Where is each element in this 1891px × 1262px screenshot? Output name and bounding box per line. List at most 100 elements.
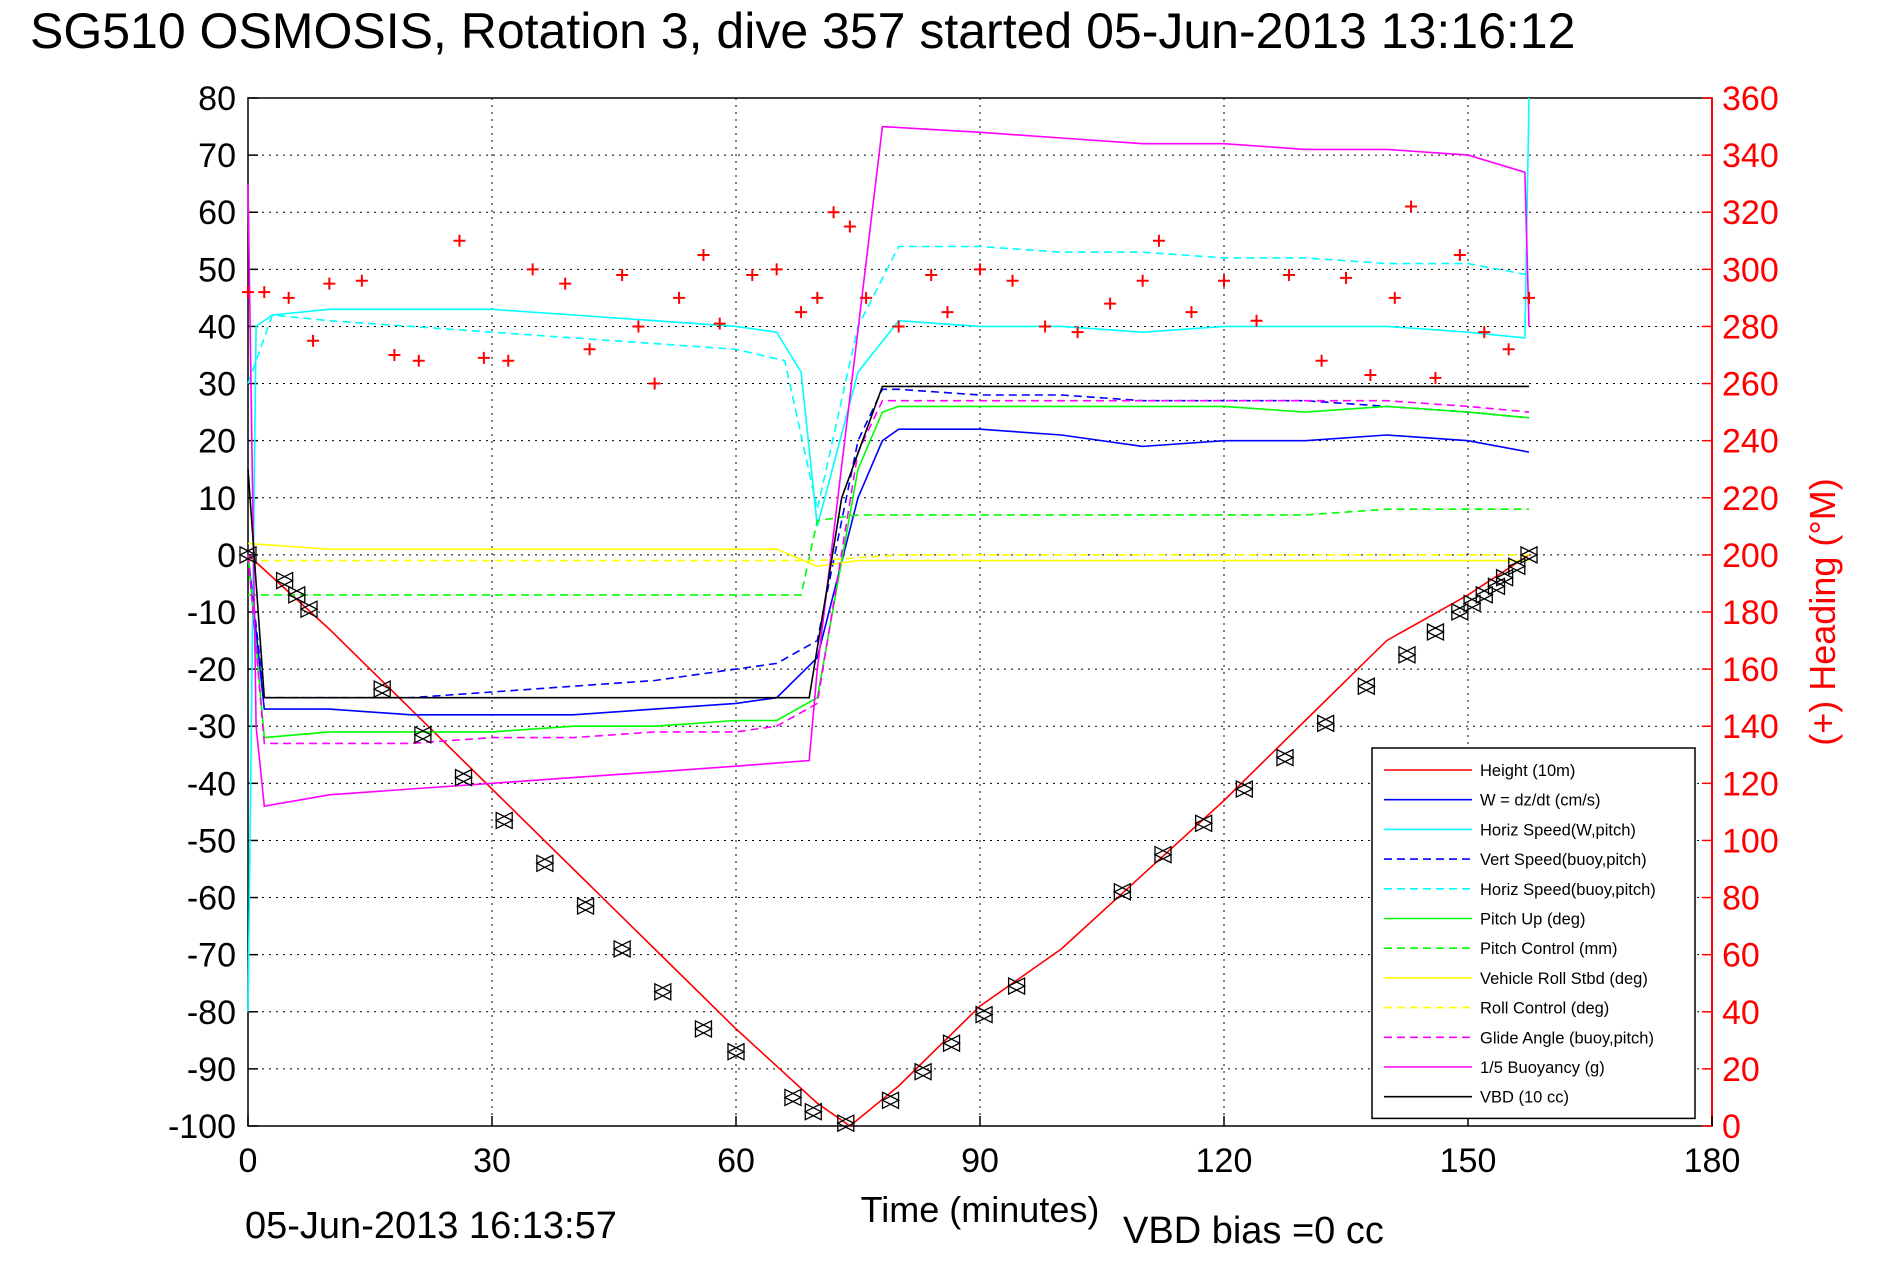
legend-label: Vehicle Roll Stbd (deg) bbox=[1480, 970, 1648, 988]
heading-point bbox=[1315, 354, 1328, 367]
heading-point bbox=[843, 220, 856, 233]
depth-marker bbox=[413, 725, 433, 744]
y2-tick-label: 280 bbox=[1722, 308, 1779, 346]
legend-item: Vert Speed(buoy,pitch) bbox=[1384, 851, 1647, 869]
y2-tick-label: 160 bbox=[1722, 651, 1779, 689]
heading-point bbox=[453, 234, 466, 247]
depth-marker bbox=[1275, 748, 1295, 767]
y2-tick-label: 220 bbox=[1722, 480, 1779, 518]
heading-point bbox=[1039, 320, 1052, 333]
series-heading bbox=[242, 200, 1535, 390]
heading-point bbox=[1283, 269, 1296, 282]
y2-tick-label: 300 bbox=[1722, 251, 1779, 289]
depth-marker bbox=[299, 600, 319, 619]
y2-tick-label: 140 bbox=[1722, 708, 1779, 746]
heading-point bbox=[713, 317, 726, 330]
y2-tick-label: 100 bbox=[1722, 822, 1779, 860]
footer-vbd-bias: VBD bias =0 cc bbox=[1123, 1210, 1384, 1252]
y-tick-label: 0 bbox=[217, 537, 236, 575]
heading-point bbox=[795, 306, 808, 319]
heading-point bbox=[974, 263, 986, 276]
depth-marker bbox=[803, 1102, 823, 1121]
y2-tick-label: 0 bbox=[1722, 1108, 1741, 1146]
heading-point bbox=[1364, 368, 1377, 381]
series-line-glide-angle-buoy-pitch bbox=[247, 399, 1530, 745]
heading-point bbox=[1071, 326, 1084, 339]
depth-marker bbox=[881, 1091, 900, 1110]
chart-title: SG510 OSMOSIS, Rotation 3, dive 357 star… bbox=[30, 3, 1576, 59]
depth-marker bbox=[1112, 882, 1132, 901]
heading-point bbox=[559, 277, 572, 290]
heading-point bbox=[258, 286, 271, 299]
markers-layer bbox=[238, 545, 1539, 1133]
depth-marker bbox=[535, 854, 555, 873]
legend-label: Height (10m) bbox=[1480, 762, 1575, 780]
depth-marker bbox=[1519, 545, 1539, 564]
y-tick-label: -70 bbox=[187, 937, 236, 975]
legend-item: Pitch Control (mm) bbox=[1384, 940, 1618, 958]
heading-point bbox=[307, 334, 320, 347]
legend: Height (10m) W = dz/dt (cm/s) Horiz Speed(… bbox=[1371, 747, 1696, 1120]
legend-label: Roll Control (deg) bbox=[1480, 1000, 1609, 1018]
x-tick-label: 30 bbox=[473, 1142, 511, 1180]
legend-item: W = dz/dt (cm/s) bbox=[1384, 792, 1601, 810]
heading-point bbox=[323, 277, 336, 290]
heading-point bbox=[355, 274, 368, 287]
depth-marker bbox=[726, 1042, 746, 1061]
legend-item: Glide Angle (buoy,pitch) bbox=[1384, 1029, 1654, 1047]
y2-tick-label: 240 bbox=[1722, 423, 1779, 461]
depth-marker bbox=[372, 680, 392, 699]
heading-point bbox=[1136, 274, 1149, 287]
depth-marker bbox=[612, 939, 632, 959]
heading-point bbox=[583, 343, 596, 356]
y-tick-label: -90 bbox=[187, 1051, 236, 1089]
heading-point bbox=[282, 291, 295, 304]
depth-marker bbox=[1426, 622, 1445, 642]
y2-tick-label: 260 bbox=[1722, 366, 1779, 404]
heading-point bbox=[632, 320, 645, 333]
legend-item: Roll Control (deg) bbox=[1384, 1000, 1609, 1018]
legend-label: Vert Speed(buoy,pitch) bbox=[1480, 851, 1647, 869]
y-tick-label: 70 bbox=[198, 137, 236, 175]
x-tick-label: 60 bbox=[717, 1142, 755, 1180]
x-tick-label: 120 bbox=[1196, 1142, 1253, 1180]
legend-label: Pitch Control (mm) bbox=[1480, 940, 1618, 958]
x-tick-label: 180 bbox=[1684, 1142, 1741, 1180]
depth-marker bbox=[1507, 557, 1527, 576]
depth-marker bbox=[494, 811, 514, 830]
y-tick-label: -60 bbox=[187, 880, 236, 918]
heading-point bbox=[502, 354, 515, 367]
depth-marker bbox=[942, 1034, 961, 1053]
y2-axis-label: (+) Heading (°M) bbox=[1802, 478, 1843, 745]
heading-point bbox=[1453, 249, 1466, 262]
series-line-vbd-10-cc bbox=[247, 385, 1529, 699]
y-tick-label: -100 bbox=[168, 1108, 236, 1146]
heading-point bbox=[1340, 271, 1352, 284]
heading-point bbox=[1388, 291, 1401, 304]
depth-marker bbox=[1194, 814, 1214, 833]
y2-tick-label: 80 bbox=[1722, 880, 1760, 918]
heading-point bbox=[1152, 234, 1165, 247]
y-tick-label: 10 bbox=[198, 480, 236, 518]
legend-item: 1/5 Buoyancy (g) bbox=[1384, 1059, 1605, 1077]
y-tick-label: 20 bbox=[198, 423, 236, 461]
heading-point bbox=[697, 249, 710, 262]
y2-tick-label: 120 bbox=[1722, 765, 1779, 803]
heading-point bbox=[1523, 291, 1535, 304]
heading-point bbox=[242, 286, 254, 299]
depth-marker bbox=[275, 571, 295, 590]
series-line-height-10m bbox=[247, 554, 1530, 1128]
y-tick-label: -30 bbox=[187, 708, 236, 746]
depth-marker bbox=[454, 768, 473, 787]
y2-tick-label: 20 bbox=[1722, 1051, 1760, 1089]
depth-marker bbox=[238, 545, 258, 564]
depth-marker bbox=[1495, 568, 1515, 587]
series-line-vert-speed-buoy-pitch bbox=[247, 388, 1530, 699]
series-line-pitch-up-deg bbox=[247, 405, 1530, 739]
depth-marker bbox=[1356, 677, 1376, 696]
heading-point bbox=[648, 377, 661, 390]
depth-marker bbox=[913, 1062, 933, 1081]
legend-label: Horiz Speed(W,pitch) bbox=[1480, 821, 1636, 839]
depth-marker bbox=[1007, 977, 1027, 996]
